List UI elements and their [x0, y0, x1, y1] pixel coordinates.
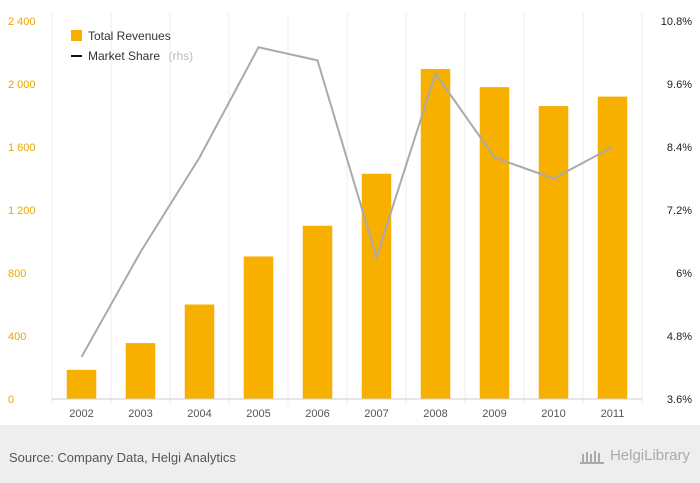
- legend: Total Revenues Market Share (rhs): [71, 29, 193, 64]
- legend-label-market-share: Market Share: [88, 49, 160, 63]
- x-tick-label: 2006: [305, 408, 329, 420]
- chart: 0 400 800 1 200 1 600 2 000 2 400 3.6% 4.8% 6% 7.2…: [8, 13, 692, 420]
- legend-market-share: Market Share (rhs): [88, 47, 193, 64]
- bar-2004: [184, 304, 215, 399]
- x-tick-label: 2010: [541, 408, 565, 420]
- bar-2002: [66, 369, 97, 399]
- footer: Source: Company Data, Helgi Analytics He…: [0, 425, 700, 483]
- x-tick-label: 2011: [601, 408, 625, 420]
- bar-2006: [302, 225, 333, 399]
- x-tick-label: 2008: [423, 408, 447, 420]
- legend-swatch-revenues: [71, 30, 82, 41]
- source-text: Source: Company Data, Helgi Analytics: [9, 450, 236, 465]
- x-tick-label: 2002: [69, 408, 93, 420]
- legend-label-revenues: Total Revenues: [88, 29, 171, 43]
- y-left-tick-label: 800: [8, 268, 26, 280]
- x-tick-label: 2005: [246, 408, 270, 420]
- market-share-line: [80, 46, 613, 358]
- library-icon: [579, 450, 604, 464]
- bar-2007: [361, 173, 392, 399]
- bar-2009: [479, 87, 510, 400]
- x-tick-label: 2009: [482, 408, 506, 420]
- y-right-tick-label: 9.6%: [667, 79, 692, 91]
- x-tick-label: 2003: [128, 408, 152, 420]
- x-tick-label: 2007: [364, 408, 388, 420]
- brand-logo: HelgiLibrary: [579, 447, 690, 464]
- y-left-tick-label: 1 600: [8, 142, 36, 154]
- bar-2003: [125, 343, 156, 399]
- bar-2010: [538, 106, 569, 400]
- bar-2011: [597, 96, 628, 399]
- brand-name: HelgiLibrary: [609, 447, 690, 464]
- bar-2005: [243, 256, 274, 399]
- y-left-tick-label: 400: [8, 331, 26, 343]
- y-right-tick-label: 8.4%: [667, 142, 692, 154]
- y-left-tick-label: 0: [8, 394, 14, 406]
- y-right-tick-label: 7.2%: [667, 205, 692, 217]
- y-left-tick-label: 2 400: [8, 16, 36, 28]
- bar-2008: [420, 69, 451, 399]
- y-right-tick-label: 6%: [676, 268, 692, 280]
- x-tick-label: 2004: [187, 408, 211, 420]
- y-left-tick-label: 1 200: [8, 205, 36, 217]
- y-right-tick-label: 3.6%: [667, 394, 692, 406]
- y-left-tick-label: 2 000: [8, 79, 36, 91]
- legend-note-rhs: (rhs): [168, 49, 193, 63]
- y-right-tick-label: 4.8%: [667, 331, 692, 343]
- y-right-tick-label: 10.8%: [661, 16, 692, 28]
